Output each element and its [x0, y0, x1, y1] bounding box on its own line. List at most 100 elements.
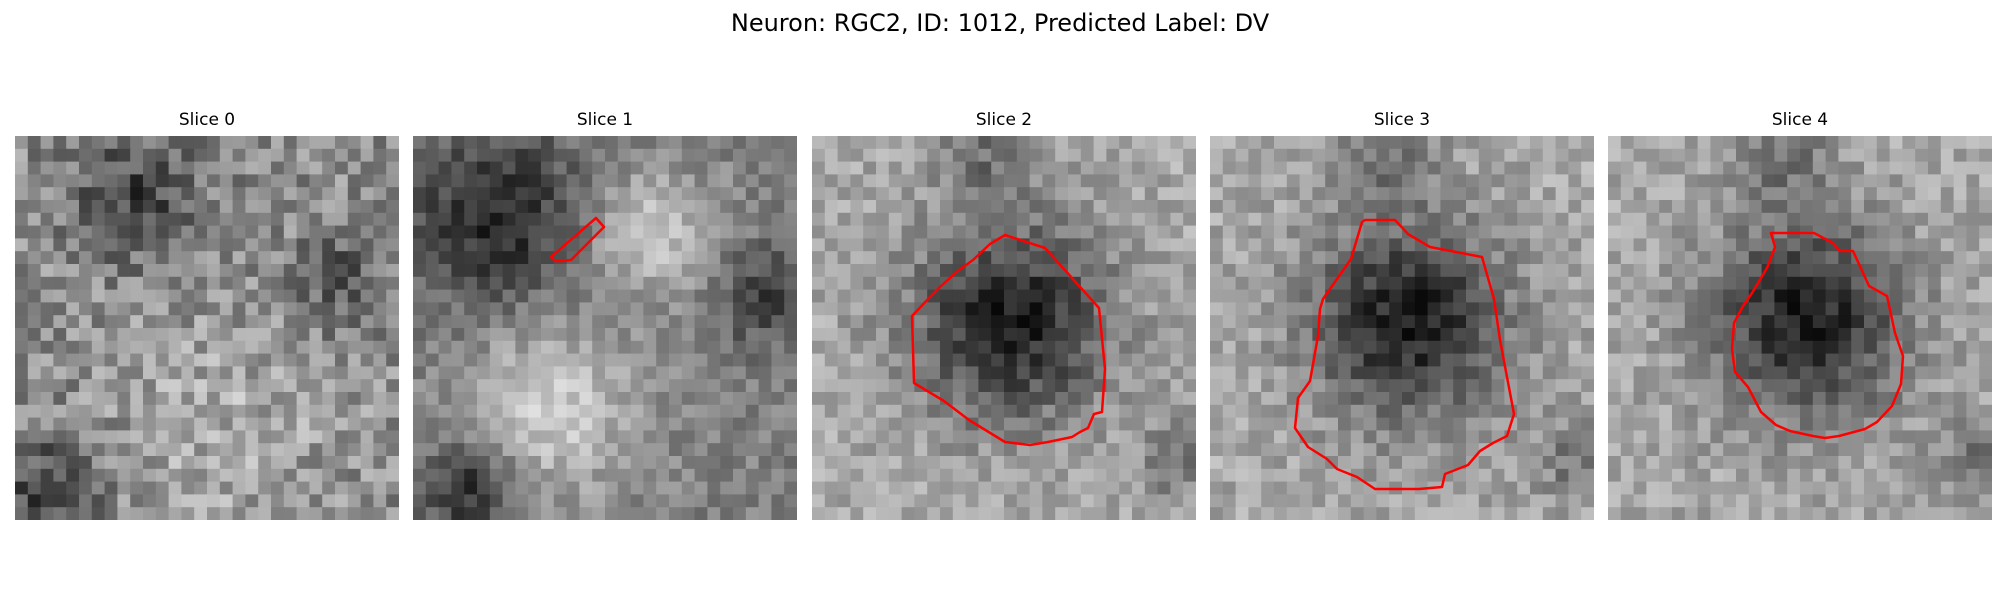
- image-pixel: [1889, 187, 1903, 201]
- image-pixel: [1170, 340, 1184, 355]
- image-pixel: [1825, 481, 1839, 495]
- image-pixel: [1080, 481, 1095, 495]
- image-pixel: [425, 507, 440, 520]
- image-pixel: [232, 353, 246, 367]
- image-pixel: [271, 366, 285, 380]
- image-pixel: [413, 379, 427, 393]
- image-pixel: [1222, 161, 1237, 175]
- image-pixel: [1389, 366, 1403, 380]
- image-pixel: [1761, 328, 1775, 342]
- image-pixel: [1659, 148, 1673, 163]
- image-pixel: [1838, 276, 1852, 291]
- image-pixel: [1825, 366, 1839, 380]
- image-pixel: [824, 251, 839, 265]
- image-pixel: [194, 340, 208, 355]
- image-pixel: [91, 276, 106, 291]
- image-pixel: [1736, 174, 1750, 188]
- image-pixel: [1864, 161, 1878, 175]
- image-pixel: [1389, 276, 1403, 291]
- image-pixel: [1915, 417, 1929, 431]
- image-pixel: [1517, 174, 1531, 188]
- image-pixel: [1684, 392, 1699, 406]
- image-pixel: [541, 417, 555, 431]
- image-pixel: [1170, 481, 1184, 495]
- image-pixel: [1953, 264, 1967, 278]
- image-pixel: [1376, 443, 1390, 457]
- image-pixel: [1491, 225, 1505, 239]
- image-pixel: [1248, 417, 1262, 431]
- image-pixel: [1581, 340, 1594, 355]
- image-pixel: [1555, 302, 1569, 316]
- image-pixel: [130, 328, 144, 342]
- image-pixel: [1261, 443, 1275, 457]
- image-pixel: [758, 468, 772, 483]
- image-pixel: [425, 328, 440, 342]
- image-pixel: [784, 187, 797, 201]
- image-pixel: [360, 392, 374, 406]
- image-pixel: [309, 276, 323, 291]
- image-pixel: [245, 340, 259, 355]
- image-pixel: [1915, 315, 1929, 329]
- image-pixel: [1004, 251, 1018, 265]
- image-pixel: [771, 289, 785, 303]
- image-pixel: [720, 200, 734, 214]
- image-pixel: [901, 366, 915, 380]
- image-pixel: [347, 494, 362, 508]
- image-pixel: [1672, 264, 1686, 278]
- image-pixel: [579, 340, 593, 355]
- image-pixel: [1736, 315, 1750, 329]
- image-pixel: [1555, 328, 1569, 342]
- image-pixel: [863, 507, 877, 520]
- image-pixel: [1414, 494, 1429, 508]
- image-pixel: [245, 289, 259, 303]
- image-pixel: [1119, 161, 1133, 175]
- image-pixel: [1261, 507, 1275, 520]
- image-pixel: [733, 289, 747, 303]
- image-pixel: [1748, 187, 1763, 201]
- image-pixel: [1183, 417, 1196, 431]
- image-pixel: [451, 456, 465, 470]
- image-pixel: [219, 430, 234, 444]
- image-pixel: [91, 212, 106, 227]
- image-pixel: [1170, 328, 1184, 342]
- image-pixel: [553, 187, 568, 201]
- image-pixel: [1697, 251, 1711, 265]
- image-pixel: [1286, 443, 1301, 457]
- image-pixel: [1325, 302, 1339, 316]
- image-pixel: [707, 392, 721, 406]
- image-pixel: [876, 251, 890, 265]
- image-pixel: [1608, 404, 1622, 419]
- image-pixel: [617, 468, 632, 483]
- image-pixel: [181, 264, 195, 278]
- image-pixel: [1697, 161, 1711, 175]
- image-pixel: [1248, 200, 1262, 214]
- image-pixel: [1633, 379, 1647, 393]
- image-pixel: [194, 443, 208, 457]
- image-pixel: [669, 392, 683, 406]
- image-pixel: [771, 136, 785, 150]
- image-pixel: [1504, 187, 1518, 201]
- image-pixel: [322, 315, 336, 329]
- image-pixel: [1659, 340, 1673, 355]
- image-pixel: [335, 340, 349, 355]
- image-pixel: [1210, 174, 1224, 188]
- image-pixel: [1016, 315, 1031, 329]
- image-pixel: [1620, 148, 1635, 163]
- image-pixel: [656, 340, 670, 355]
- image-pixel: [296, 238, 310, 252]
- image-pixel: [528, 417, 542, 431]
- image-pixel: [1004, 136, 1018, 150]
- image-pixel: [232, 276, 246, 291]
- image-pixel: [1106, 200, 1120, 214]
- image-pixel: [53, 161, 67, 175]
- image-pixel: [1966, 366, 1980, 380]
- image-pixel: [643, 148, 657, 163]
- image-pixel: [489, 340, 504, 355]
- image-pixel: [283, 302, 298, 316]
- image-pixel: [1825, 276, 1839, 291]
- image-pixel: [952, 187, 967, 201]
- image-pixel: [1979, 456, 1992, 470]
- image-pixel: [1838, 507, 1852, 520]
- image-pixel: [1119, 264, 1133, 278]
- image-pixel: [425, 494, 440, 508]
